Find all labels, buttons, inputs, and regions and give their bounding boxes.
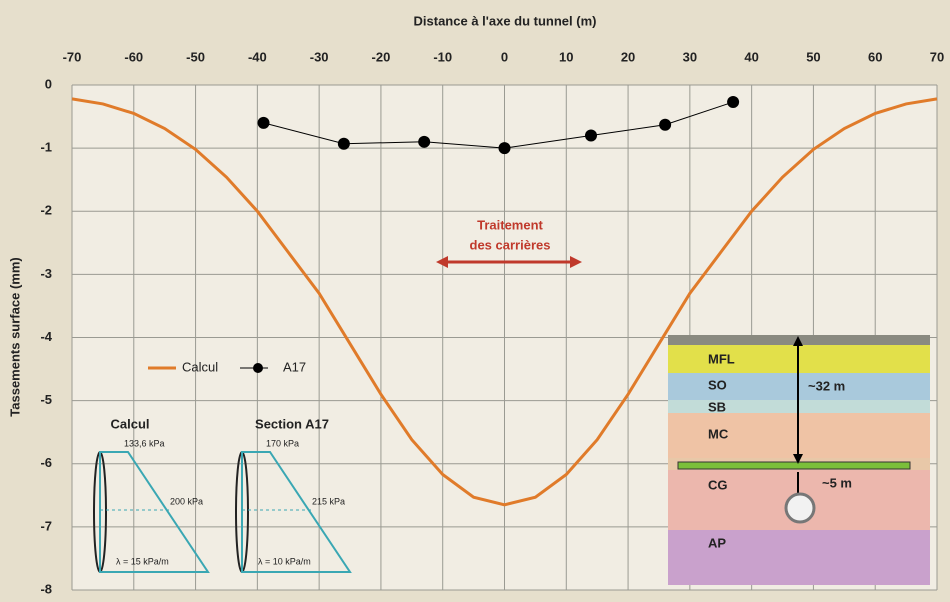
data-point xyxy=(499,142,511,154)
soil-layer-label: MFL xyxy=(708,351,735,366)
x-tick-label: -50 xyxy=(186,49,205,64)
depth-label: ~32 m xyxy=(808,378,845,393)
x-tick-label: 60 xyxy=(868,49,882,64)
inset-title: Section A17 xyxy=(255,416,329,431)
x-axis-title: Distance à l'axe du tunnel (m) xyxy=(414,13,597,28)
y-tick-label: -7 xyxy=(40,518,52,533)
data-point xyxy=(659,119,671,131)
depth-label: ~5 m xyxy=(822,475,852,490)
y-tick-label: -8 xyxy=(40,581,52,596)
data-point xyxy=(258,117,270,129)
soil-layer-label: SB xyxy=(708,399,726,414)
y-tick-label: -4 xyxy=(40,329,52,344)
y-tick-label: -3 xyxy=(40,266,52,281)
inset-label: 200 kPa xyxy=(170,496,203,506)
soil-layer-label: SO xyxy=(708,377,727,392)
x-tick-label: 40 xyxy=(744,49,758,64)
x-tick-label: -20 xyxy=(372,49,391,64)
x-tick-label: 70 xyxy=(930,49,944,64)
data-point xyxy=(338,138,350,150)
x-tick-label: -10 xyxy=(433,49,452,64)
annotation-text: Traitement xyxy=(477,217,543,232)
data-point xyxy=(585,130,597,142)
inset-label: λ = 15 kPa/m xyxy=(116,556,169,566)
annotation-text: des carrières xyxy=(470,237,551,252)
x-tick-label: 0 xyxy=(501,49,508,64)
x-tick-label: -40 xyxy=(248,49,267,64)
inset-label: 133,6 kPa xyxy=(124,438,165,448)
x-tick-label: 50 xyxy=(806,49,820,64)
green-layer xyxy=(678,462,910,469)
soil-layer-label: MC xyxy=(708,426,729,441)
x-tick-label: 10 xyxy=(559,49,573,64)
chart: Distance à l'axe du tunnel (m) Tassement… xyxy=(0,0,950,602)
data-point xyxy=(418,136,430,148)
y-tick-label: -1 xyxy=(40,140,52,155)
x-tick-label: 30 xyxy=(683,49,697,64)
x-tick-label: 20 xyxy=(621,49,635,64)
soil-layer-label: CG xyxy=(708,477,728,492)
tunnel xyxy=(786,494,814,522)
y-tick-label: -5 xyxy=(40,392,52,407)
x-tick-label: -70 xyxy=(63,49,82,64)
inset-title: Calcul xyxy=(110,416,149,431)
inset-label: λ = 10 kPa/m xyxy=(258,556,311,566)
inset-label: 170 kPa xyxy=(266,438,299,448)
y-tick-label: -6 xyxy=(40,455,52,470)
soil-layer-label: AP xyxy=(708,535,726,550)
y-tick-label: 0 xyxy=(45,76,52,91)
legend-label: A17 xyxy=(283,359,306,374)
legend-label: Calcul xyxy=(182,359,218,374)
data-point xyxy=(727,96,739,108)
y-tick-label: -2 xyxy=(40,203,52,218)
x-tick-label: -30 xyxy=(310,49,329,64)
inset-label: 215 kPa xyxy=(312,496,345,506)
x-tick-label: -60 xyxy=(124,49,143,64)
y-axis-title: Tassements surface (mm) xyxy=(7,257,22,416)
legend-marker xyxy=(253,363,263,373)
